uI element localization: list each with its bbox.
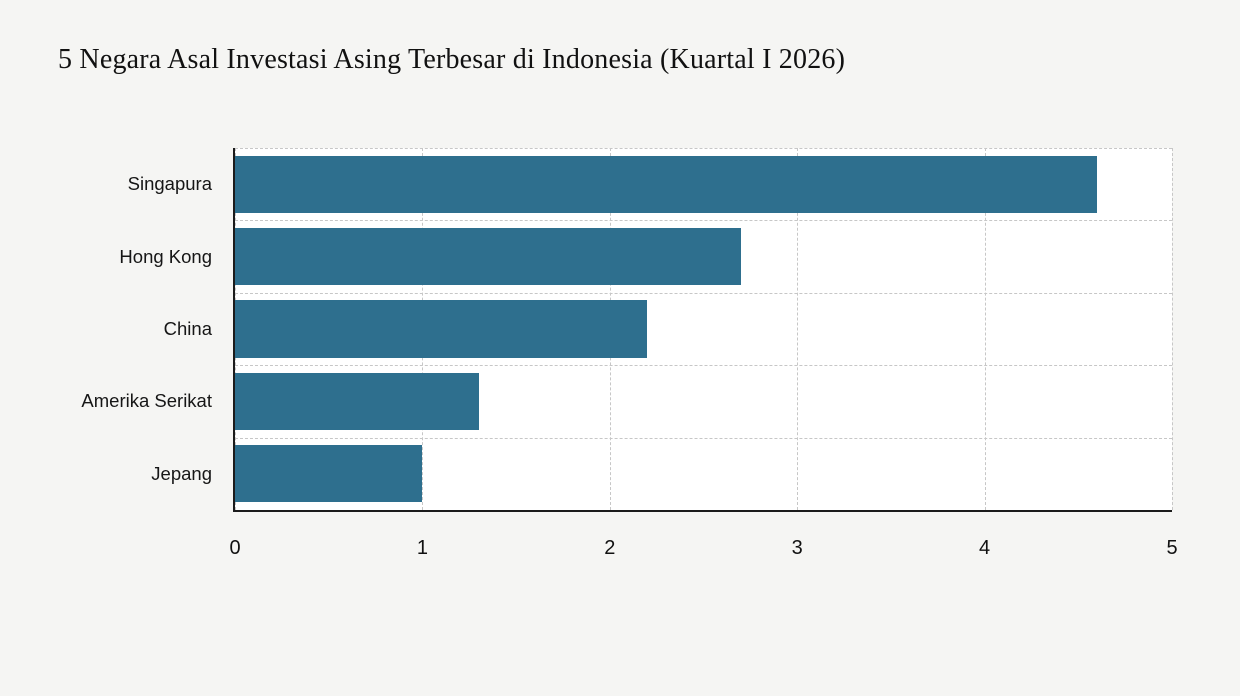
category-label: China xyxy=(163,318,212,339)
bar-row xyxy=(235,438,1172,510)
x-tick-label: 3 xyxy=(791,537,803,559)
x-tick-label: 2 xyxy=(604,537,616,559)
horizontal-gridline xyxy=(235,292,1172,294)
bar-row xyxy=(235,293,1172,365)
bar xyxy=(235,445,423,503)
bar xyxy=(235,300,648,358)
x-tick-label: 0 xyxy=(229,537,241,559)
bars-layer xyxy=(235,148,1172,510)
bar xyxy=(235,372,479,430)
vertical-gridline xyxy=(797,148,799,510)
horizontal-gridline xyxy=(235,220,1172,222)
vertical-gridline xyxy=(984,148,986,510)
vertical-gridline xyxy=(1172,148,1173,510)
y-axis-labels: Singapura Hong Kong China Amerika Serikat Je… xyxy=(81,148,1172,510)
bar-row xyxy=(235,148,1172,220)
x-tick-label: 4 xyxy=(979,537,991,559)
horizontal-gridline xyxy=(235,437,1172,439)
bar xyxy=(235,155,1098,213)
x-axis-labels: 0 1 2 3 4 5 xyxy=(229,148,1177,559)
category-label: Jepang xyxy=(151,462,212,484)
chart-title: 5 Negara Asal Investasi Asing Terbesar d… xyxy=(58,44,846,75)
bar-row xyxy=(235,365,1172,437)
x-tick-label: 1 xyxy=(416,537,428,559)
category-label: Amerika Serikat xyxy=(81,390,212,412)
horizontal-gridline xyxy=(235,365,1172,367)
plot-area: Singapura Hong Kong China Amerika Serikat Je… xyxy=(81,148,1178,559)
category-label: Singapura xyxy=(127,173,212,195)
bar xyxy=(235,227,741,286)
bar-row xyxy=(235,220,1172,292)
x-tick-label: 5 xyxy=(1166,537,1178,559)
category-label: Hong Kong xyxy=(119,245,212,267)
horizontal-gridline xyxy=(235,148,1172,149)
